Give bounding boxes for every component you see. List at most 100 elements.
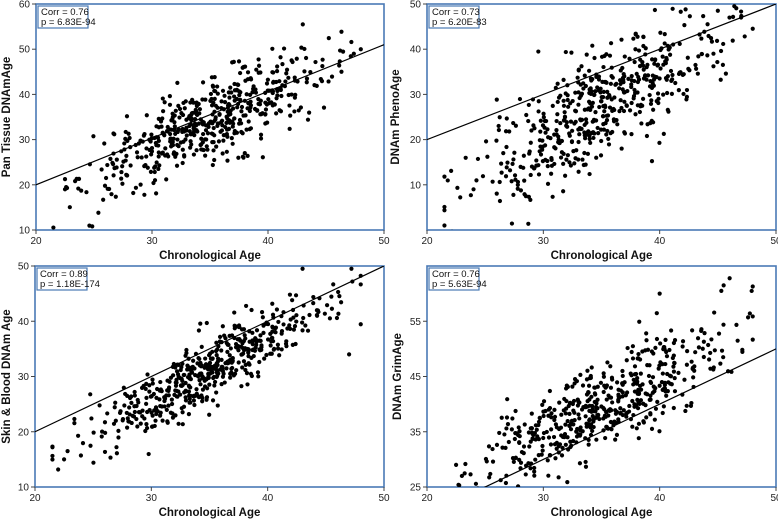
data-point (219, 382, 224, 387)
data-point (258, 333, 263, 338)
data-point (296, 108, 301, 113)
data-point (211, 125, 216, 131)
data-point (64, 184, 69, 190)
data-point (522, 502, 526, 506)
data-point (212, 379, 218, 385)
data-point (635, 356, 640, 361)
data-point (138, 421, 143, 426)
data-point (645, 62, 650, 67)
data-point (215, 347, 220, 352)
data-point (219, 128, 225, 133)
x-tick-label: 20 (29, 493, 41, 504)
identity-line (35, 266, 384, 433)
data-point (176, 103, 181, 108)
data-point (603, 79, 608, 85)
data-point (243, 367, 248, 373)
data-point (290, 59, 295, 65)
data-point (274, 111, 279, 116)
data-point (568, 163, 573, 168)
data-point (149, 424, 155, 429)
data-point (497, 198, 503, 204)
data-point (113, 418, 118, 423)
data-point (228, 346, 233, 351)
y-tick-label: 30 (410, 90, 422, 101)
data-point (528, 197, 533, 202)
data-point (621, 408, 626, 413)
data-point (173, 383, 179, 388)
data-point (175, 80, 180, 85)
data-point (601, 64, 606, 70)
data-point (536, 49, 541, 54)
data-point (652, 417, 657, 422)
data-point (635, 406, 641, 411)
data-point (523, 472, 528, 477)
data-point (583, 464, 589, 469)
data-point (587, 133, 592, 138)
data-point (298, 105, 303, 110)
data-point (613, 437, 618, 442)
data-point (635, 379, 640, 385)
data-point (245, 153, 250, 158)
data-point (208, 365, 213, 370)
data-point (625, 88, 630, 94)
data-point (692, 364, 697, 369)
data-point (644, 331, 649, 336)
data-point (550, 103, 555, 108)
data-point (203, 128, 209, 133)
data-point (149, 132, 154, 137)
data-point (657, 140, 662, 145)
data-point (116, 428, 121, 433)
data-point (258, 136, 264, 141)
data-point (695, 336, 701, 341)
data-point (641, 67, 646, 72)
data-point (568, 427, 574, 432)
data-point (189, 369, 194, 374)
data-point (307, 110, 312, 115)
data-point (522, 178, 527, 183)
scatter-points (50, 266, 363, 472)
data-point (300, 266, 305, 271)
data-point (205, 131, 211, 136)
stats-box: Corr = 0.76p = 5.63E-94 (428, 267, 487, 291)
data-point (593, 392, 598, 397)
data-point (627, 403, 632, 409)
data-point (183, 99, 188, 104)
data-point (102, 183, 108, 188)
data-point (239, 109, 244, 114)
data-point (505, 397, 510, 402)
data-point (598, 380, 604, 385)
data-point (750, 337, 755, 342)
data-point (677, 41, 682, 47)
data-point (228, 85, 233, 90)
data-point (144, 154, 149, 159)
data-point (648, 380, 654, 386)
data-point (576, 102, 581, 107)
data-point (632, 87, 637, 93)
data-point (321, 105, 327, 110)
data-point (270, 325, 275, 330)
data-point (563, 49, 568, 55)
data-point (684, 87, 690, 93)
data-point (126, 131, 131, 136)
data-point (584, 120, 589, 125)
data-point (616, 399, 621, 404)
data-point (191, 126, 196, 131)
data-point (562, 110, 567, 115)
data-point (517, 434, 522, 439)
x-tick-label: 50 (770, 493, 778, 504)
data-point (652, 389, 657, 394)
data-point (534, 158, 539, 163)
data-point (224, 366, 229, 371)
data-point (618, 406, 623, 411)
data-point (506, 439, 511, 445)
data-point (287, 292, 293, 297)
data-point (139, 155, 144, 160)
data-point (649, 98, 654, 103)
data-point (545, 164, 550, 169)
data-point (146, 451, 151, 457)
data-point (546, 413, 551, 418)
data-point (217, 334, 223, 340)
data-point (244, 303, 249, 309)
data-point (541, 413, 546, 419)
data-point (671, 405, 676, 411)
